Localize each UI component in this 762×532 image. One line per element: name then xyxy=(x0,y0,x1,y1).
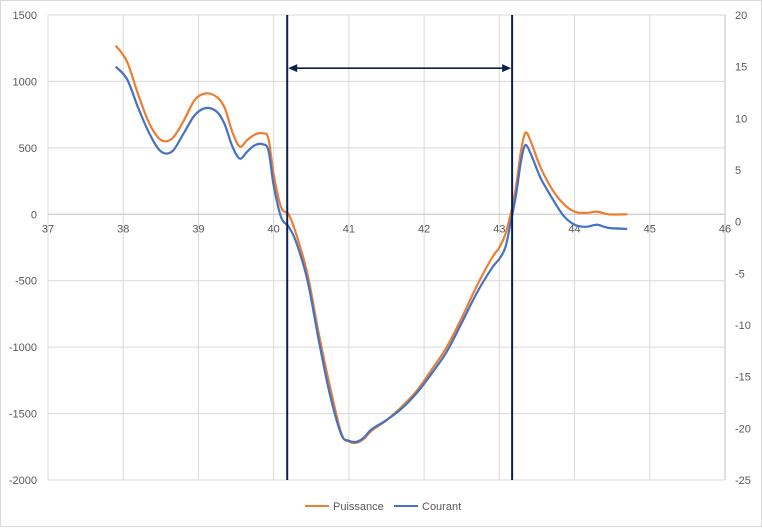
y-tick-label: -500 xyxy=(15,276,37,288)
y2-tick-label: -10 xyxy=(735,320,751,332)
y2-tick-label: -5 xyxy=(735,268,745,280)
legend-label-courant: Courant xyxy=(422,501,461,513)
x-tick-label: 42 xyxy=(418,223,430,235)
x-tick-label: 41 xyxy=(343,223,355,235)
y2-tick-label: -20 xyxy=(735,423,751,435)
y2-tick-label: -25 xyxy=(735,475,751,487)
series-lines xyxy=(114,44,628,445)
y2-tick-label: 20 xyxy=(735,10,747,22)
x-tick-label: 37 xyxy=(42,223,54,235)
x-tick-label: 40 xyxy=(268,223,280,235)
y-tick-label: -1000 xyxy=(9,342,37,354)
y2-tick-label: 5 xyxy=(735,165,741,177)
y-tick-label: 1000 xyxy=(13,76,37,88)
arrow-head-right xyxy=(502,64,512,73)
y2-tick-label: 15 xyxy=(735,62,747,74)
annotation-markers xyxy=(286,15,514,480)
y-tick-label: 500 xyxy=(19,143,37,155)
x-tick-label: 45 xyxy=(644,223,656,235)
arrow-head-left xyxy=(288,64,298,73)
y-tick-label: -2000 xyxy=(9,475,37,487)
x-tick-label: 38 xyxy=(117,223,129,235)
y-tick-label: 0 xyxy=(31,209,37,221)
y2-tick-label: 10 xyxy=(735,113,747,125)
x-tick-label: 43 xyxy=(493,223,505,235)
legend-label-puissance: Puissance xyxy=(333,501,384,513)
legend: Puissance Courant xyxy=(305,501,461,513)
y-tick-label: 1500 xyxy=(13,10,37,22)
y2-tick-label: -15 xyxy=(735,372,751,384)
series-line-courant xyxy=(114,65,628,444)
y-tick-label: -1500 xyxy=(9,409,37,421)
y2-tick-label: 0 xyxy=(735,217,741,229)
x-tick-label: 39 xyxy=(192,223,204,235)
axes: 1500 1000 500 0 -500 -1000 -1500 -2000 37 38 39 40 4… xyxy=(9,10,751,487)
